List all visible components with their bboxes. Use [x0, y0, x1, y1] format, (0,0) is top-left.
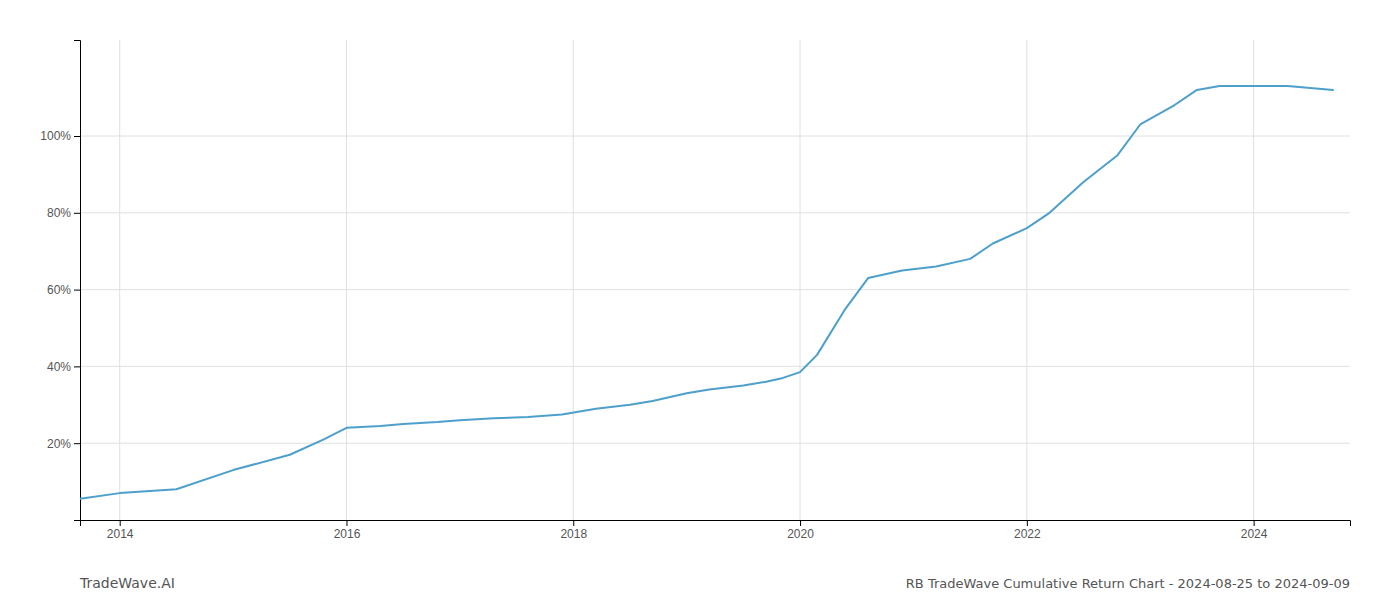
tick-mark [346, 520, 347, 526]
tick-mark [120, 520, 121, 526]
title: RB TradeWave Cumulative Return Chart - 2… [906, 576, 1350, 591]
chart: 2014 2016 2018 2020 2022 2024 20% 40% 60% 80% 100%… [0, 0, 1400, 600]
tick-label: 2018 [560, 527, 587, 541]
tick-label: 40% [47, 360, 71, 374]
grid [80, 40, 1350, 520]
tick-label: 80% [47, 206, 71, 220]
grid-line [80, 289, 1350, 290]
tick: 60% [47, 283, 80, 297]
plot: 2014 2016 2018 2020 2022 2024 20% 40% 60% 80% 100% [40, 40, 1350, 541]
tick: 100% [40, 129, 80, 143]
grid-line [80, 366, 1350, 367]
grid-line [80, 212, 1350, 213]
tick-mark [74, 290, 80, 291]
watermark: TradeWave.AI [79, 575, 175, 591]
tick-mark [1027, 520, 1028, 526]
grid-line [1253, 40, 1254, 520]
tick-mark [800, 520, 801, 526]
x-axis: 2014 2016 2018 2020 2022 2024 [81, 520, 1351, 541]
grid-line [1026, 40, 1027, 520]
tick-label: 20% [47, 437, 71, 451]
tick-label: 2016 [334, 527, 361, 541]
tick-label: 2022 [1014, 527, 1041, 541]
tick-mark [74, 213, 80, 214]
tick-mark [1254, 520, 1255, 526]
tick: 40% [47, 360, 80, 374]
axis-line [81, 521, 1351, 527]
axis-line [74, 41, 81, 521]
tick: 2016 [334, 520, 361, 541]
tick-mark [573, 520, 574, 526]
tick: 20% [47, 437, 80, 451]
marks [80, 86, 1333, 499]
grid-line [573, 40, 574, 520]
y-axis: 20% 40% 60% 80% 100% [40, 41, 80, 521]
grid-line [800, 40, 801, 520]
tick-label: 2024 [1241, 527, 1268, 541]
tick-mark [74, 136, 80, 137]
tick-mark [74, 366, 80, 367]
tick: 2018 [560, 520, 587, 541]
grid-line [119, 40, 120, 520]
tick: 80% [47, 206, 80, 220]
tick: 2024 [1241, 520, 1268, 541]
tick-label: 2020 [787, 527, 814, 541]
line [80, 86, 1333, 499]
grid-line [80, 136, 1350, 137]
grid-line [346, 40, 347, 520]
tick: 2022 [1014, 520, 1041, 541]
tick-mark [74, 443, 80, 444]
tick-label: 100% [40, 129, 71, 143]
grid-line [80, 443, 1350, 444]
tick: 2014 [107, 520, 134, 541]
tick-label: 2014 [107, 527, 134, 541]
tick-label: 60% [47, 283, 71, 297]
tick: 2020 [787, 520, 814, 541]
